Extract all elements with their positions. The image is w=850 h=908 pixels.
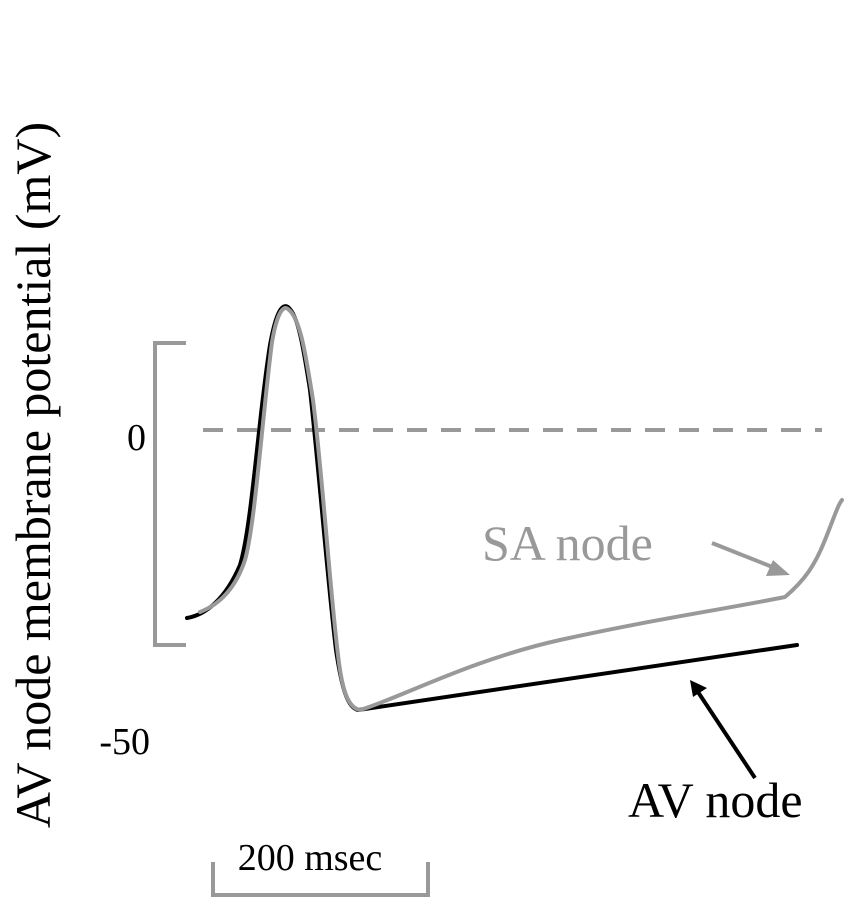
av-node-label: AV node <box>628 772 803 828</box>
sa-node-arrow-head <box>766 560 790 576</box>
time-scale-label: 200 msec <box>238 837 383 879</box>
sa-node-label: SA node <box>482 515 653 571</box>
y-tick-label-0: 0 <box>127 417 146 459</box>
av-node-arrow-head <box>690 680 707 697</box>
av-node-trace <box>185 304 799 712</box>
y-axis-bracket <box>153 341 186 647</box>
av-node-arrow-shaft <box>696 690 757 780</box>
sa-node-arrow-shaft <box>711 541 776 570</box>
y-tick-label-minus50: -50 <box>99 721 150 763</box>
y-axis-label: AV node membrane potential (mV) <box>5 122 61 828</box>
sa-node-trace <box>198 306 844 712</box>
time-scale-bar <box>211 862 430 897</box>
